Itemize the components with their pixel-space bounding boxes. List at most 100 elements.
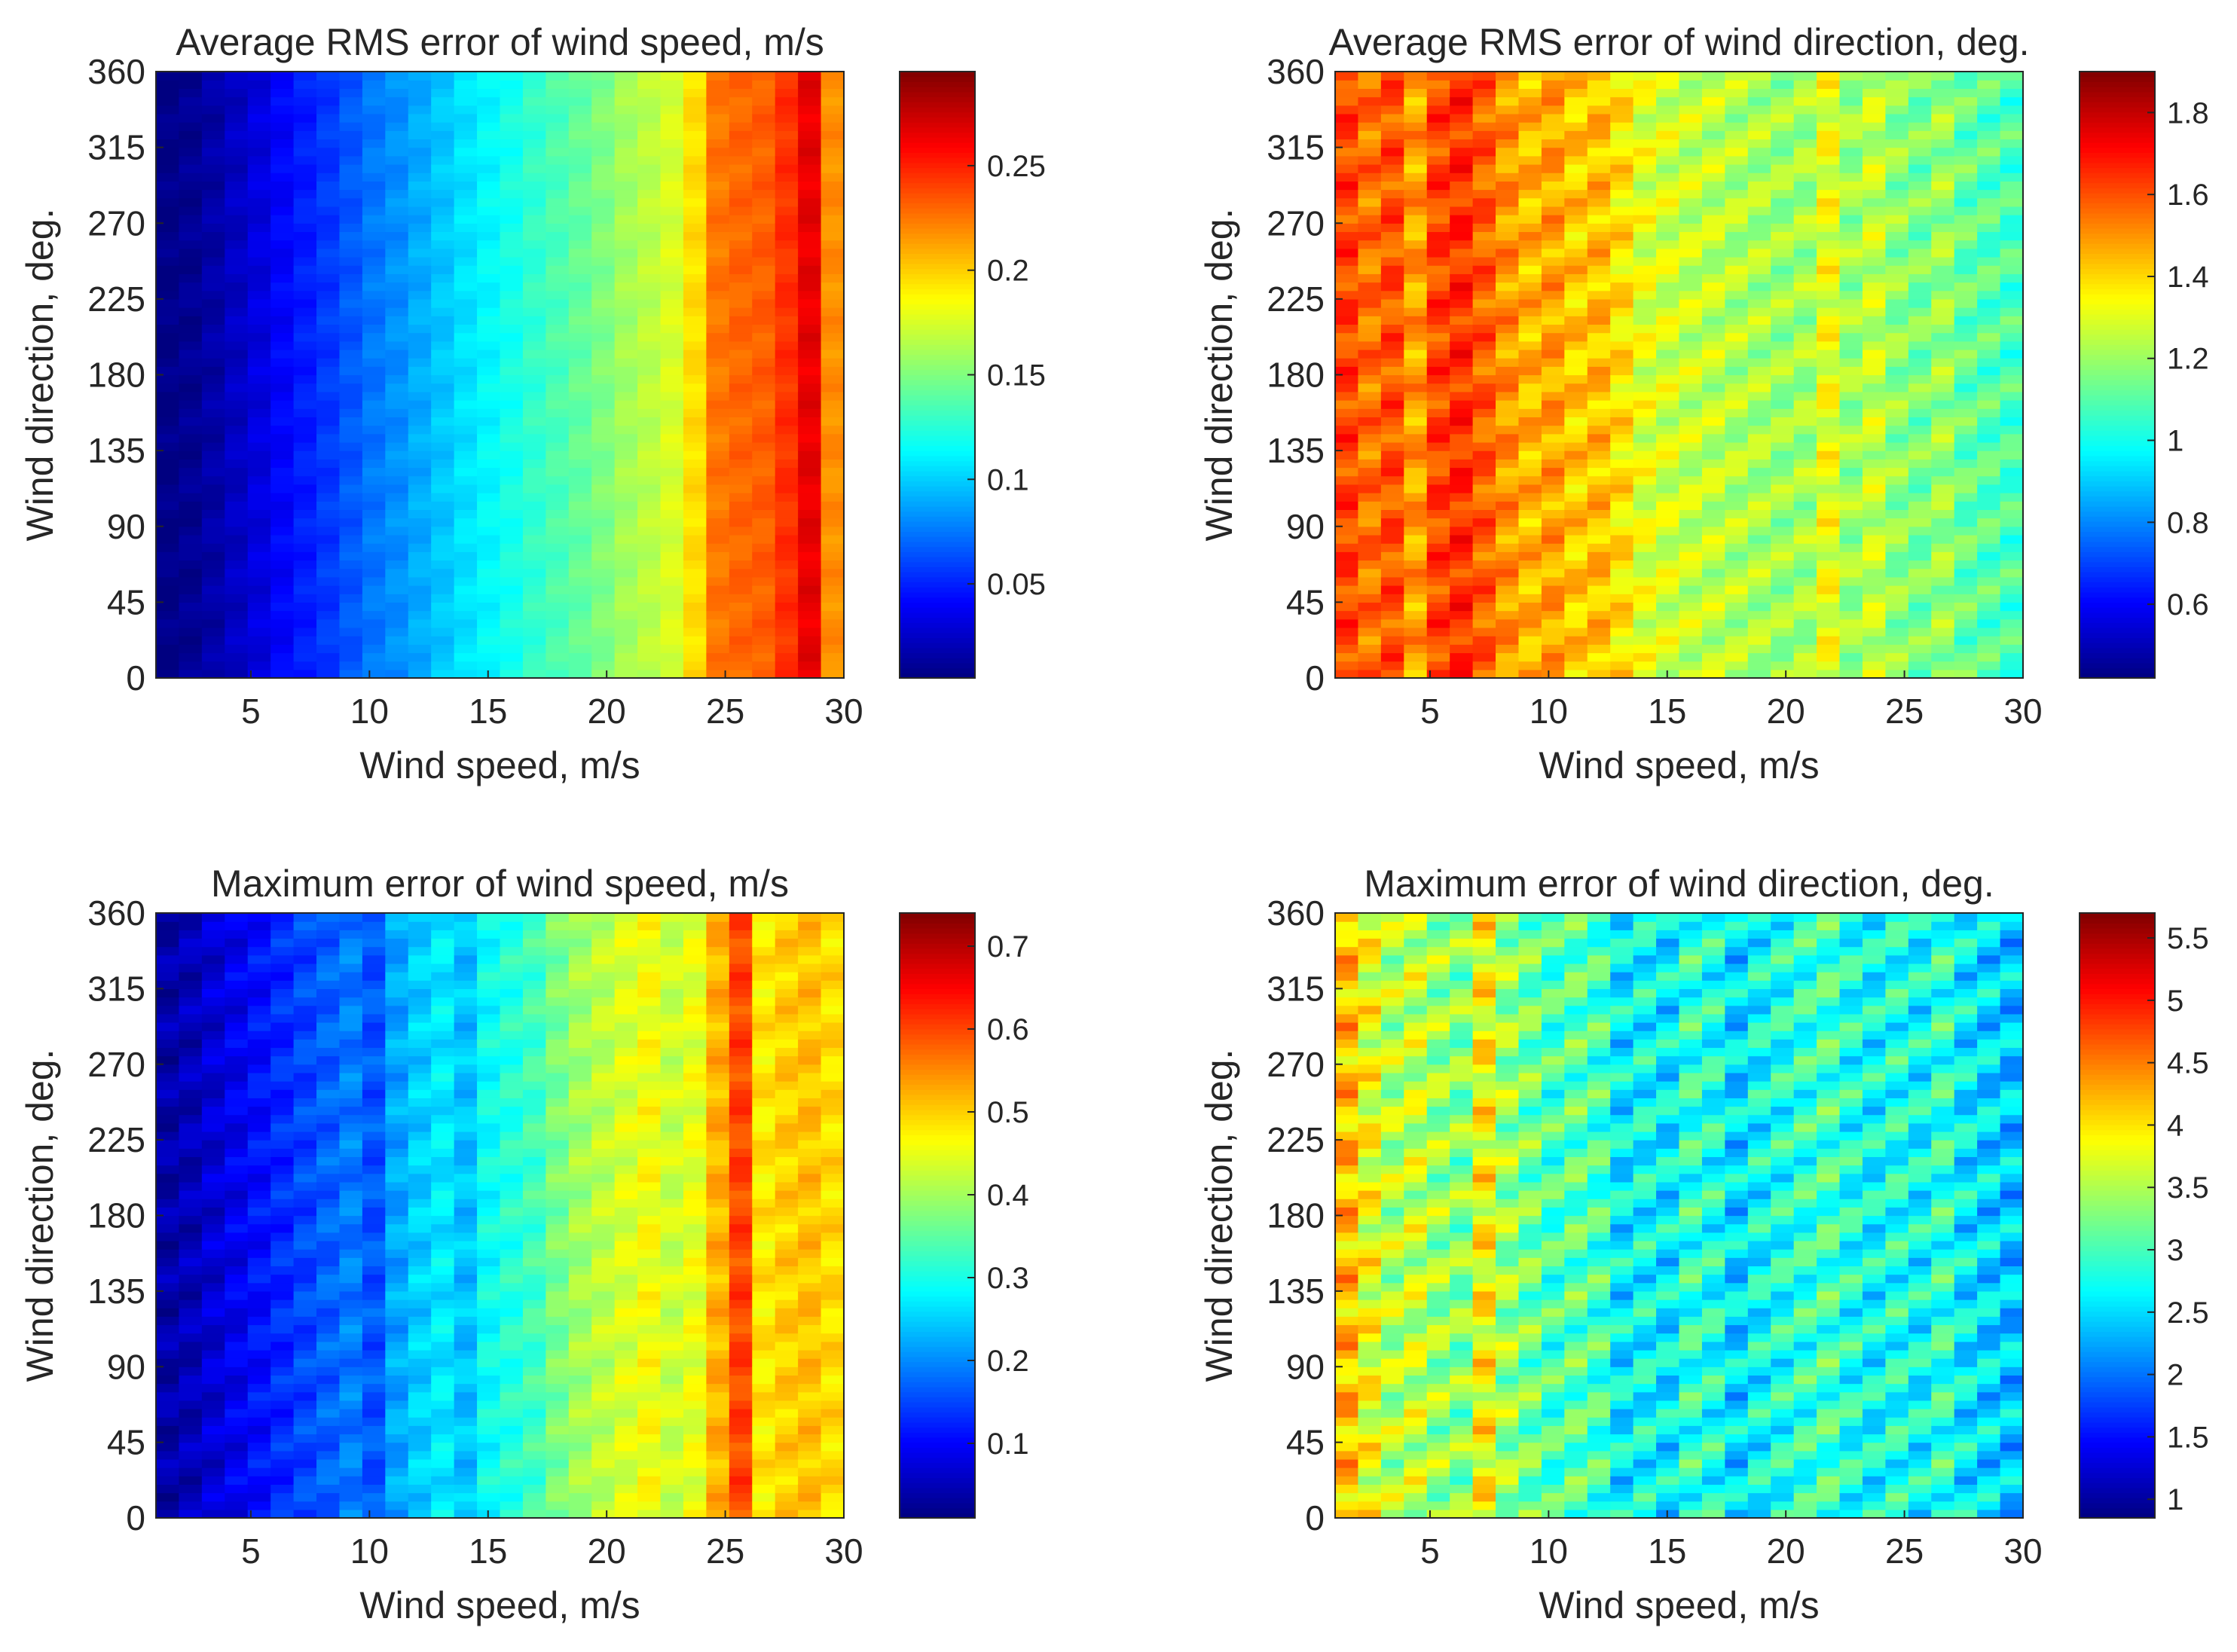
heatmap-cell [660,130,684,140]
heatmap-cell [1679,80,1703,89]
heatmap-cell [568,96,592,106]
heatmap-cell [385,147,409,157]
heatmap-cell [1817,155,1841,165]
heatmap-cell [1954,240,1978,249]
heatmap-cell [1839,349,1863,359]
heatmap-cell [431,215,455,224]
heatmap-cell [225,1501,249,1510]
heatmap-cell [798,618,822,628]
heatmap-cell [821,652,845,662]
heatmap-cell [1564,450,1588,460]
heatmap-cell [1587,391,1611,401]
heatmap-cell [1587,450,1611,460]
heatmap-cell [729,484,753,493]
heatmap-cell [1587,324,1611,334]
heatmap-cell [247,526,271,536]
heatmap-cell [477,518,501,527]
heatmap-cell [179,223,203,233]
heatmap-cell [821,147,845,157]
colorbar-segment [2080,188,2155,194]
colorbar-segment [900,102,975,108]
colorbar-segment [900,87,975,93]
heatmap-cell [821,610,845,620]
heatmap-cell [1633,450,1657,460]
heatmap-cell [1679,374,1703,384]
heatmap-cell [179,493,203,502]
heatmap-cell [1472,400,1496,409]
heatmap-cell [1335,80,1359,89]
heatmap-cell [1771,122,1795,131]
heatmap-cell [1656,349,1680,359]
heatmap-cell [1862,155,1886,165]
heatmap-cell [637,568,662,578]
heatmap-cell [591,248,616,258]
heatmap-cell [1793,282,1817,292]
heatmap-cell [385,501,409,510]
heatmap-cell [1656,652,1680,662]
heatmap-cell [1426,248,1450,258]
heatmap-cell [821,248,845,258]
heatmap-cell [1908,450,1932,460]
heatmap-cell [637,501,662,510]
heatmap-cell [293,189,317,199]
heatmap-cell [225,197,249,207]
heatmap-cell [1450,669,1474,679]
heatmap-cell [270,147,295,157]
heatmap-cell [1426,652,1450,662]
heatmap-cell [1380,366,1404,376]
heatmap-cell [385,316,409,325]
heatmap-cell [385,298,409,308]
heatmap-cell [225,130,249,140]
colorbar-segment [2080,384,2155,391]
heatmap-cell [1518,256,1542,266]
heatmap-cell [1335,475,1359,485]
heatmap-cell [1908,366,1932,376]
heatmap-cell [1587,560,1611,569]
heatmap-cell [522,636,546,645]
heatmap-cell [1862,551,1886,561]
heatmap-cell [316,147,341,157]
heatmap-cell [1518,231,1542,241]
heatmap-cell [362,484,386,493]
heatmap-cell [1335,400,1359,409]
heatmap-cell [1747,518,1771,527]
heatmap-cell [821,72,845,81]
heatmap-cell [1862,231,1886,241]
heatmap-cell [637,618,662,628]
heatmap-cell [637,400,662,409]
heatmap-cell [431,568,455,578]
heatmap-cell [1450,231,1474,241]
heatmap-cell [637,509,662,519]
heatmap-cell [179,1240,203,1250]
heatmap-cell [1541,223,1565,233]
heatmap-cell [706,374,730,384]
heatmap-cell [614,560,638,569]
heatmap-cell [1564,332,1588,342]
heatmap-cell [1472,433,1496,443]
heatmap-cell [156,1039,180,1049]
heatmap-cell [362,594,386,603]
heatmap-cell [454,155,478,165]
heatmap-cell [1541,181,1565,191]
heatmap-cell [1610,610,1634,620]
heatmap-cell [225,1173,249,1183]
colorbar-segment [2080,430,2155,436]
colorbar-segment [900,440,975,447]
heatmap-cell [2000,307,2024,316]
heatmap-cell [1610,206,1634,215]
heatmap-cell [1610,493,1634,502]
heatmap-cell [1931,265,1955,274]
colorbar-segment [2080,369,2155,376]
heatmap-cell [1587,206,1611,215]
heatmap-cell [362,316,386,325]
heatmap-cell [821,332,845,342]
heatmap-cell [225,450,249,460]
heatmap-cell [454,441,478,451]
heatmap-cell [1817,173,1841,182]
heatmap-cell [156,215,180,224]
heatmap-cell [1335,72,1359,81]
heatmap-cell [1541,627,1565,637]
heatmap-cell [568,139,592,148]
heatmap-cell [1587,273,1611,283]
heatmap-cell [1587,417,1611,426]
